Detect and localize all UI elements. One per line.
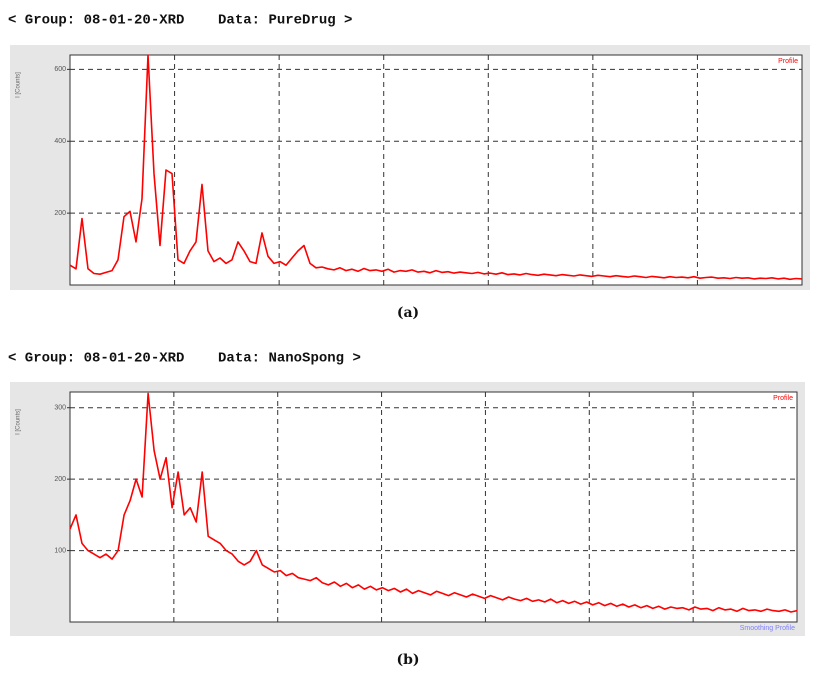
y-tick-label: 400 [54, 138, 66, 145]
y-tick-label: 600 [54, 66, 66, 73]
legend-entry: Profile [773, 395, 793, 402]
caption: (a) [397, 305, 419, 321]
plot-area [69, 54, 803, 286]
chart-title: < Group: 08-01-20-XRD Data: NanoSpong > [8, 351, 361, 367]
annotation: Smoothing Profile [740, 625, 795, 632]
plot-area [69, 391, 798, 623]
legend-entry: Profile [778, 58, 798, 65]
y-tick-label: 200 [54, 210, 66, 217]
chart-title: < Group: 08-01-20-XRD Data: PureDrug > [8, 13, 352, 29]
y-tick-label: 100 [54, 547, 66, 554]
data-line [69, 392, 798, 613]
y-tick-label: 200 [54, 476, 66, 483]
caption: (b) [396, 652, 419, 668]
y-tick-label: 300 [54, 405, 66, 412]
y-axis-label: I [Counts] [16, 409, 22, 435]
data-line [69, 54, 803, 281]
y-axis-label: I [Counts] [16, 72, 22, 98]
